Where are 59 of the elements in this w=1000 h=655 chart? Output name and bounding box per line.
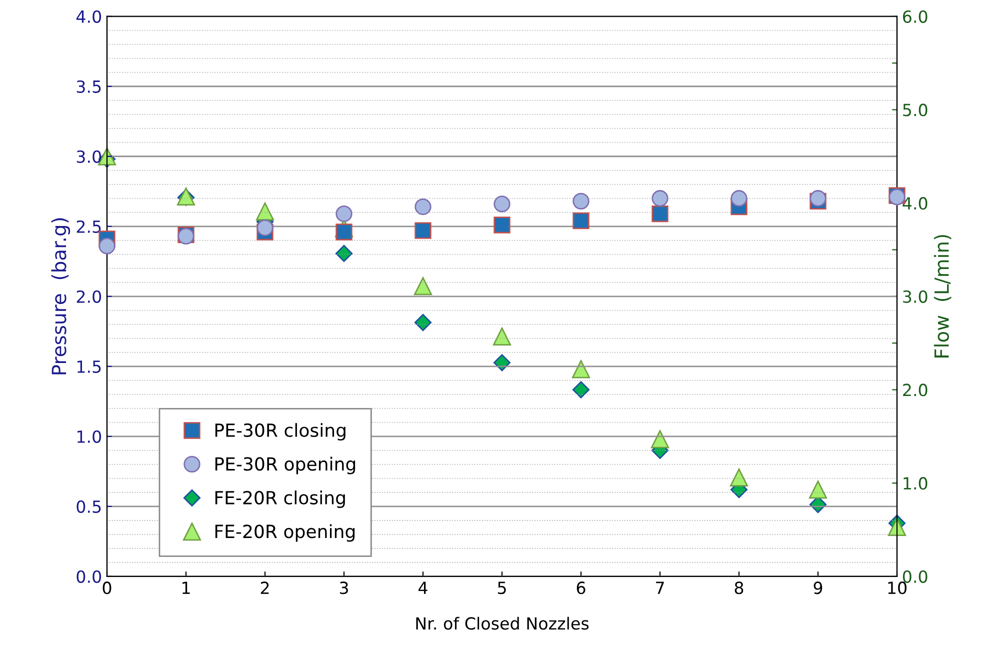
y2-tick-label: 0.0 — [902, 570, 928, 583]
x-tick-label: 8 — [734, 582, 744, 594]
point — [256, 202, 274, 220]
point — [256, 219, 274, 236]
point — [98, 238, 116, 254]
point — [808, 480, 828, 499]
y-tick-label: 0.5 — [76, 500, 101, 513]
x-tick-label: 0 — [102, 582, 112, 594]
point — [730, 190, 748, 207]
x-tick-label: 7 — [656, 582, 664, 594]
point — [336, 224, 352, 240]
point — [572, 381, 590, 398]
x-axis-title: Nr. of Closed Nozzles — [416, 616, 589, 630]
point — [494, 216, 510, 234]
point — [652, 190, 668, 207]
y2-tick-label: 5.0 — [903, 104, 928, 116]
y-axis-title: Pressure (bar.g) — [51, 218, 70, 374]
point — [414, 314, 432, 332]
legend-label: FE-20R closing — [215, 490, 345, 508]
point — [888, 518, 906, 536]
legend-label: FE-20R opening — [215, 524, 355, 542]
y-tick-label: 1.0 — [77, 430, 102, 443]
y2-tick-label: 6.0 — [903, 10, 928, 23]
legend-label: PE-30R opening — [215, 456, 356, 474]
point — [730, 468, 748, 486]
point — [494, 196, 510, 212]
point — [572, 360, 590, 378]
y2-tick-label: 1.0 — [904, 477, 928, 490]
x-tick-label: 2 — [260, 582, 269, 594]
y-tick-label: 1.5 — [77, 360, 101, 373]
x-tick-label: 6 — [576, 582, 586, 594]
y2-tick-label: 3.0 — [903, 290, 928, 303]
y2-axis-title: Flow (L/min) — [934, 235, 952, 358]
point — [572, 212, 590, 230]
y-tick-label: 3.5 — [76, 80, 101, 93]
point — [652, 205, 668, 222]
point — [414, 222, 432, 239]
y-tick-label: 0.0 — [76, 570, 102, 583]
legend-label: PE-30R closing — [215, 423, 346, 441]
point — [335, 244, 353, 262]
y-tick-label: 3.0 — [76, 150, 102, 163]
x-tick-label: 4 — [418, 582, 428, 594]
x-tick-label: 1 — [182, 582, 190, 594]
point — [414, 277, 432, 296]
point — [810, 190, 826, 207]
y2-tick-label: 2.0 — [903, 384, 928, 396]
point — [492, 327, 512, 346]
x-tick-label: 9 — [814, 582, 822, 594]
y-tick-label: 2.0 — [76, 290, 102, 303]
point — [336, 205, 352, 222]
point — [650, 430, 670, 448]
point — [572, 192, 590, 210]
point — [414, 198, 432, 216]
x-tick-label: 10 — [888, 582, 906, 594]
y2-tick-label: 4.0 — [902, 197, 928, 210]
x-tick-label: 3 — [340, 582, 348, 594]
x-tick-label: 5 — [498, 582, 506, 594]
y-tick-label: 2.5 — [76, 220, 101, 233]
y-tick-label: 4.0 — [76, 10, 102, 23]
